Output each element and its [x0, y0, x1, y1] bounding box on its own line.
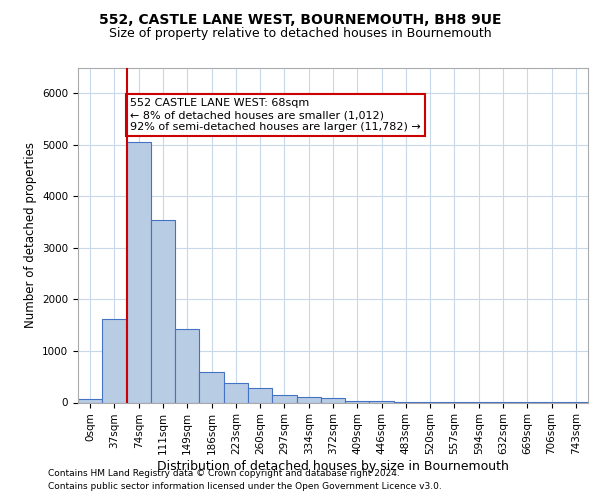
Bar — [272, 396, 296, 402]
Bar — [248, 388, 272, 402]
Bar — [224, 383, 248, 402]
Text: Contains public sector information licensed under the Open Government Licence v3: Contains public sector information licen… — [48, 482, 442, 491]
X-axis label: Distribution of detached houses by size in Bournemouth: Distribution of detached houses by size … — [157, 460, 509, 473]
Text: Contains HM Land Registry data © Crown copyright and database right 2024.: Contains HM Land Registry data © Crown c… — [48, 468, 400, 477]
Bar — [151, 220, 175, 402]
Bar — [296, 397, 321, 402]
Bar — [321, 398, 345, 402]
Bar — [199, 372, 224, 402]
Y-axis label: Number of detached properties: Number of detached properties — [23, 142, 37, 328]
Text: 552, CASTLE LANE WEST, BOURNEMOUTH, BH8 9UE: 552, CASTLE LANE WEST, BOURNEMOUTH, BH8 … — [99, 12, 501, 26]
Bar — [345, 401, 370, 402]
Bar — [175, 330, 199, 402]
Text: 552 CASTLE LANE WEST: 68sqm
← 8% of detached houses are smaller (1,012)
92% of s: 552 CASTLE LANE WEST: 68sqm ← 8% of deta… — [130, 98, 421, 132]
Text: Size of property relative to detached houses in Bournemouth: Size of property relative to detached ho… — [109, 28, 491, 40]
Bar — [102, 319, 127, 402]
Bar — [127, 142, 151, 403]
Bar — [78, 398, 102, 402]
